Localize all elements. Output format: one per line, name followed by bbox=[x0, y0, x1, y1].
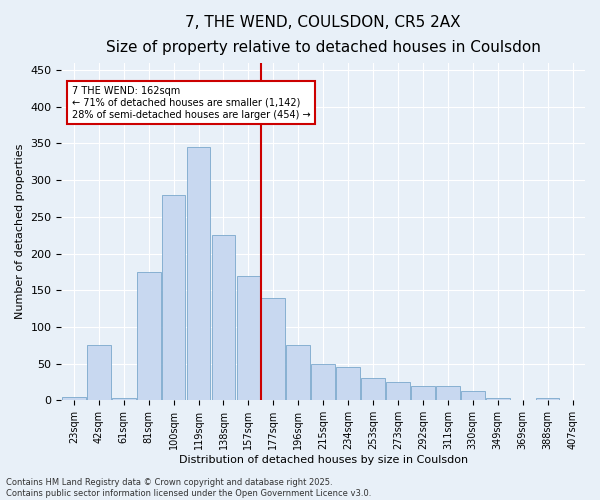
Text: Contains HM Land Registry data © Crown copyright and database right 2025.
Contai: Contains HM Land Registry data © Crown c… bbox=[6, 478, 371, 498]
Bar bbox=[286, 346, 310, 401]
Bar bbox=[536, 398, 559, 400]
Bar bbox=[112, 398, 136, 400]
Bar bbox=[212, 235, 235, 400]
Bar bbox=[411, 386, 435, 400]
Bar bbox=[436, 386, 460, 400]
Bar bbox=[361, 378, 385, 400]
Bar bbox=[386, 382, 410, 400]
Bar bbox=[262, 298, 285, 401]
Bar bbox=[486, 398, 509, 400]
X-axis label: Distribution of detached houses by size in Coulsdon: Distribution of detached houses by size … bbox=[179, 455, 468, 465]
Bar bbox=[187, 147, 211, 401]
Bar bbox=[336, 368, 360, 400]
Title: 7, THE WEND, COULSDON, CR5 2AX
Size of property relative to detached houses in C: 7, THE WEND, COULSDON, CR5 2AX Size of p… bbox=[106, 15, 541, 54]
Bar bbox=[236, 276, 260, 400]
Bar bbox=[461, 391, 485, 400]
Bar bbox=[137, 272, 161, 400]
Text: 7 THE WEND: 162sqm
← 71% of detached houses are smaller (1,142)
28% of semi-deta: 7 THE WEND: 162sqm ← 71% of detached hou… bbox=[72, 86, 310, 120]
Y-axis label: Number of detached properties: Number of detached properties bbox=[15, 144, 25, 319]
Bar bbox=[162, 195, 185, 400]
Bar bbox=[62, 396, 86, 400]
Bar bbox=[311, 364, 335, 401]
Bar bbox=[87, 346, 110, 401]
